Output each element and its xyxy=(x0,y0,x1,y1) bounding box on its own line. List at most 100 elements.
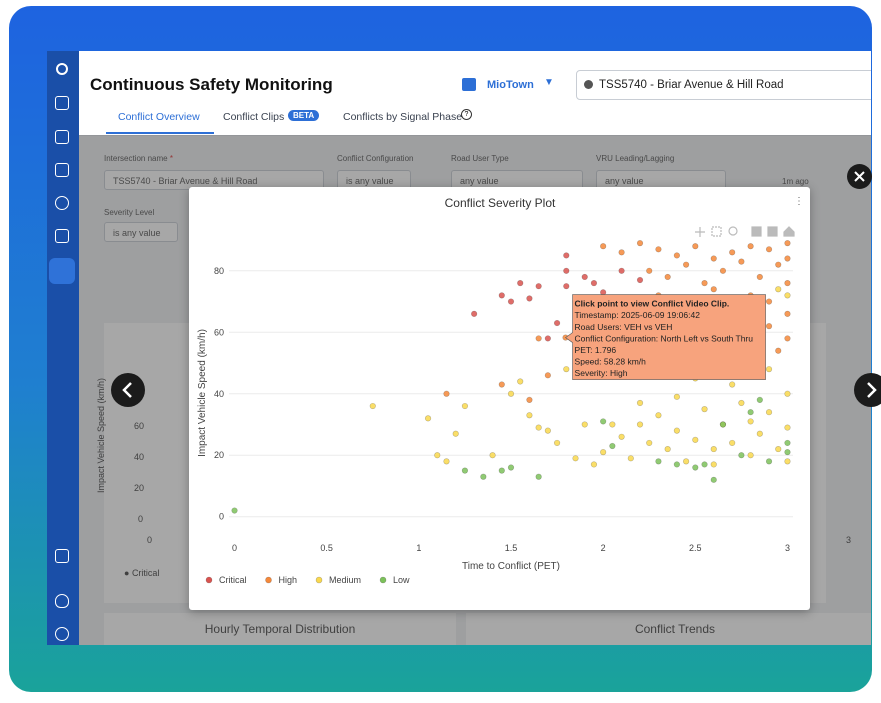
point[interactable] xyxy=(765,458,773,465)
point[interactable] xyxy=(784,458,791,465)
point[interactable] xyxy=(498,381,505,388)
tab[interactable]: Conflict Overview xyxy=(118,111,200,123)
prev-button[interactable] xyxy=(111,373,145,407)
point[interactable] xyxy=(710,461,717,468)
point[interactable] xyxy=(784,449,791,456)
point[interactable] xyxy=(738,399,745,407)
point[interactable] xyxy=(729,381,736,388)
point[interactable] xyxy=(747,452,754,459)
point[interactable] xyxy=(729,249,736,256)
point[interactable] xyxy=(756,396,763,404)
point[interactable] xyxy=(784,292,791,299)
point[interactable] xyxy=(581,421,588,428)
point[interactable] xyxy=(655,412,662,419)
point[interactable] xyxy=(563,267,570,274)
point[interactable] xyxy=(673,393,680,400)
point[interactable] xyxy=(719,421,727,428)
agency-select[interactable]: MioTown xyxy=(487,79,534,91)
point[interactable] xyxy=(682,261,690,268)
tab[interactable]: Conflicts by Signal Phase xyxy=(343,111,463,123)
point[interactable] xyxy=(701,406,708,413)
point[interactable] xyxy=(424,415,432,422)
point[interactable] xyxy=(590,280,598,287)
point[interactable] xyxy=(646,267,653,274)
nav-icon[interactable] xyxy=(55,627,69,641)
point[interactable] xyxy=(719,267,727,274)
point[interactable] xyxy=(756,273,763,281)
point[interactable] xyxy=(489,452,496,459)
point[interactable] xyxy=(517,280,524,287)
point[interactable] xyxy=(775,261,782,268)
point[interactable] xyxy=(646,439,653,447)
point[interactable] xyxy=(461,467,469,474)
point[interactable] xyxy=(775,347,782,354)
point[interactable] xyxy=(443,390,450,397)
point[interactable] xyxy=(729,439,736,447)
point[interactable] xyxy=(600,243,607,250)
point[interactable] xyxy=(664,445,671,453)
point[interactable] xyxy=(498,467,505,474)
point[interactable] xyxy=(673,427,680,434)
point[interactable] xyxy=(507,390,515,397)
point[interactable] xyxy=(590,461,598,468)
lasso[interactable] xyxy=(728,226,738,236)
point[interactable] xyxy=(738,258,745,265)
close-button[interactable] xyxy=(847,164,872,189)
point[interactable] xyxy=(553,439,561,447)
next-button[interactable] xyxy=(854,373,881,407)
point[interactable] xyxy=(572,455,579,462)
point[interactable] xyxy=(535,283,542,290)
nav-active[interactable] xyxy=(49,258,75,284)
point[interactable] xyxy=(784,240,791,247)
point[interactable] xyxy=(526,396,533,404)
reset[interactable] xyxy=(783,226,795,237)
point[interactable] xyxy=(664,273,671,281)
point[interactable] xyxy=(507,464,515,471)
point[interactable] xyxy=(636,276,644,284)
nav-icon[interactable] xyxy=(55,130,69,144)
point[interactable] xyxy=(609,442,616,450)
point[interactable] xyxy=(765,246,773,253)
point[interactable] xyxy=(710,255,717,262)
zoom-out[interactable] xyxy=(767,226,778,237)
point[interactable] xyxy=(747,409,754,416)
point[interactable] xyxy=(517,378,524,385)
point[interactable] xyxy=(710,476,717,483)
point[interactable] xyxy=(784,335,791,342)
point[interactable] xyxy=(692,436,699,443)
search-box[interactable]: TSS5740 - Briar Avenue & Hill Road xyxy=(576,70,871,100)
point[interactable] xyxy=(535,335,542,342)
point[interactable] xyxy=(784,390,791,397)
point[interactable] xyxy=(784,310,791,317)
point[interactable] xyxy=(765,298,773,305)
point[interactable] xyxy=(581,273,588,281)
point[interactable] xyxy=(369,402,376,410)
point[interactable] xyxy=(563,252,570,259)
point[interactable] xyxy=(434,452,441,459)
zoom-in[interactable] xyxy=(751,226,762,237)
point[interactable] xyxy=(535,424,542,431)
point[interactable] xyxy=(673,461,680,468)
nav-icon[interactable] xyxy=(55,96,69,110)
point[interactable] xyxy=(609,421,616,428)
point[interactable] xyxy=(636,399,644,407)
point[interactable] xyxy=(600,418,607,425)
point[interactable] xyxy=(452,430,459,437)
point[interactable] xyxy=(775,445,782,453)
nav-icon[interactable] xyxy=(55,549,69,563)
point[interactable] xyxy=(692,464,699,471)
point[interactable] xyxy=(747,418,754,425)
point[interactable] xyxy=(765,323,773,330)
filter-select[interactable]: is any value xyxy=(104,222,178,242)
pan-tool[interactable] xyxy=(695,227,705,237)
nav-icon[interactable] xyxy=(55,594,69,608)
point[interactable] xyxy=(701,280,708,287)
box-select[interactable] xyxy=(711,226,722,237)
point[interactable] xyxy=(526,295,533,302)
point[interactable] xyxy=(618,267,625,274)
point[interactable] xyxy=(627,455,634,462)
point[interactable] xyxy=(471,310,478,317)
point[interactable] xyxy=(784,439,791,447)
point[interactable] xyxy=(636,421,644,428)
point[interactable] xyxy=(563,283,570,290)
